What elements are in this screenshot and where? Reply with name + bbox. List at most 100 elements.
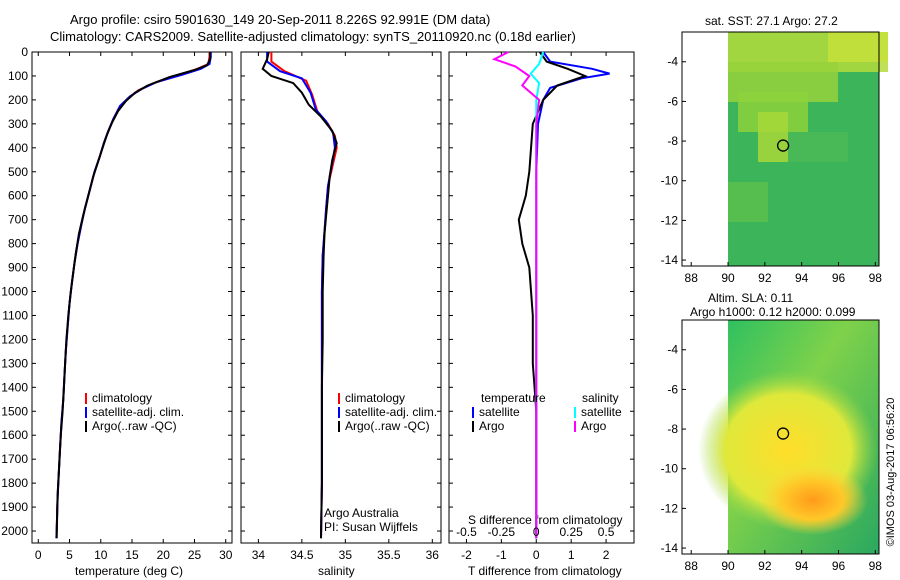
figure-title-line1: Argo profile: csiro 5901630_149 20-Sep-2… xyxy=(70,12,491,27)
s-diff-tick-label: -0.25 xyxy=(488,525,516,539)
panel-frame xyxy=(31,51,233,544)
s-diff-tick-label: -0.5 xyxy=(456,525,477,539)
diff-legend-sal-label: Argo xyxy=(581,419,607,433)
diff-legend-temp-title: temperature xyxy=(481,391,546,405)
difference-xlabel: T difference from climatology xyxy=(468,564,622,578)
map-y-tick-label: -8 xyxy=(667,134,678,148)
map-x-tick-label: 94 xyxy=(795,559,809,573)
map-y-tick-label: -4 xyxy=(667,343,678,357)
sla-map-frame xyxy=(681,319,880,555)
x-tick-label: 5 xyxy=(66,548,73,562)
map-x-tick-label: 96 xyxy=(832,559,846,573)
temp-legend-label: Argo(..raw -QC) xyxy=(92,419,177,433)
map-y-tick-label: -6 xyxy=(667,94,678,108)
temperature-xlabel: temperature (deg C) xyxy=(75,564,184,578)
depth-tick-label: 1700 xyxy=(1,452,28,466)
sla-map: 88 90 92 94 96 98 -4 -6 -8 -10 -12 -14 xyxy=(661,319,883,573)
map-y-tick-label: -12 xyxy=(661,213,679,227)
series-line-satellite-adj--clim- xyxy=(55,52,212,539)
depth-tick-label: 100 xyxy=(8,69,28,83)
argo-position-marker xyxy=(776,427,790,440)
figure-title-line2: Climatology: CARS2009. Satellite-adjuste… xyxy=(50,29,576,44)
depth-tick-label: 200 xyxy=(8,93,28,107)
map-x-tick-label: 98 xyxy=(869,271,883,285)
map-y-tick-label: -4 xyxy=(667,55,678,69)
sst-patch xyxy=(728,182,769,222)
sst-patch xyxy=(828,32,889,62)
map-y-tick-label: -12 xyxy=(661,501,679,515)
x-tick-label: 2 xyxy=(603,548,610,562)
diff-legend-temp-label: Argo xyxy=(479,419,505,433)
panel-frame xyxy=(240,51,442,544)
map-x-tick-label: 90 xyxy=(721,271,735,285)
map-x-tick-label: 94 xyxy=(795,271,809,285)
depth-tick-label: 1900 xyxy=(1,500,28,514)
depth-tick-label: 1100 xyxy=(2,308,28,322)
sal-legend-label: climatology xyxy=(345,391,405,405)
sst-map: 88 90 92 94 96 98 -4 -6 -8 -10 -12 -14 xyxy=(661,31,889,285)
depth-tick-label: 400 xyxy=(8,141,28,155)
depth-tick-label: 2000 xyxy=(1,524,28,538)
map-x-tick-label: 88 xyxy=(685,271,699,285)
depth-tick-label: 1400 xyxy=(1,380,28,394)
series-line-s-argo xyxy=(491,51,541,539)
difference-top-axis-label: S difference from climatology xyxy=(468,513,623,527)
depth-tick-label: 1200 xyxy=(1,332,28,346)
map-y-tick-label: -8 xyxy=(667,422,678,436)
s-diff-tick-label: 0.5 xyxy=(598,525,615,539)
diff-legend-sal-title: salinity xyxy=(582,391,619,405)
depth-tick-label: 800 xyxy=(8,237,28,251)
map-y-tick-label: -14 xyxy=(661,541,679,555)
map-x-tick-label: 96 xyxy=(832,271,846,285)
sal-legend-label: satellite-adj. clim. xyxy=(345,405,437,419)
x-tick-label: 35 xyxy=(339,548,353,562)
series-line-satellite-adj--clim- xyxy=(266,52,336,539)
sst-patch xyxy=(788,132,849,162)
panel-frame xyxy=(448,51,635,544)
series-line-t-satellite xyxy=(535,51,610,539)
map-x-tick-label: 88 xyxy=(685,559,699,573)
depth-tick-label: 900 xyxy=(8,261,28,275)
sst-patch xyxy=(758,112,789,162)
s-diff-tick-label: 0.25 xyxy=(559,525,583,539)
temp-legend-label: climatology xyxy=(92,391,152,405)
x-tick-label: 30 xyxy=(219,548,233,562)
depth-tick-label: 1000 xyxy=(1,285,28,299)
depth-tick-label: 1800 xyxy=(1,476,28,490)
salinity-xlabel: salinity xyxy=(318,564,355,578)
sst-map-title: sat. SST: 27.1 Argo: 27.2 xyxy=(705,14,838,28)
sla-hotspot xyxy=(758,465,869,535)
depth-tick-label: 1600 xyxy=(1,428,28,442)
s-diff-tick-label: 0 xyxy=(533,525,540,539)
depth-tick-label: 1300 xyxy=(1,356,28,370)
x-tick-label: 34 xyxy=(252,548,266,562)
map-y-tick-label: -10 xyxy=(661,174,679,188)
sal-legend-label: Argo(..raw -QC) xyxy=(345,419,430,433)
x-tick-label: 1 xyxy=(568,548,575,562)
sla-map-title-line1: Altim. SLA: 0.11 xyxy=(708,291,794,305)
x-tick-label: -1 xyxy=(496,548,507,562)
x-tick-label: 36 xyxy=(426,548,440,562)
series-line-climatology xyxy=(55,52,211,539)
map-y-tick-label: -14 xyxy=(661,253,679,267)
depth-tick-label: 500 xyxy=(8,165,28,179)
series-line-argo xyxy=(261,51,338,539)
map-x-tick-label: 98 xyxy=(869,559,883,573)
pi-label: PI: Susan Wijffels xyxy=(324,520,418,534)
map-x-tick-label: 92 xyxy=(758,271,772,285)
depth-tick-label: 1500 xyxy=(1,404,28,418)
sla-map-title-line2: Argo h1000: 0.12 h2000: 0.099 xyxy=(690,305,856,319)
x-tick-label: 20 xyxy=(157,548,171,562)
depth-tick-label: 700 xyxy=(8,213,28,227)
x-tick-label: 35.5 xyxy=(377,548,401,562)
diff-legend-temp-label: satellite xyxy=(479,405,520,419)
depth-tick-label: 600 xyxy=(8,189,28,203)
map-x-tick-label: 90 xyxy=(721,559,735,573)
diff-legend-sal-label: satellite xyxy=(581,405,622,419)
map-y-tick-label: -10 xyxy=(661,462,679,476)
depth-tick-label: 0 xyxy=(21,45,28,59)
argo-australia-label: Argo Australia xyxy=(324,506,399,520)
x-tick-label: 25 xyxy=(188,548,202,562)
map-y-tick-label: -6 xyxy=(667,382,678,396)
